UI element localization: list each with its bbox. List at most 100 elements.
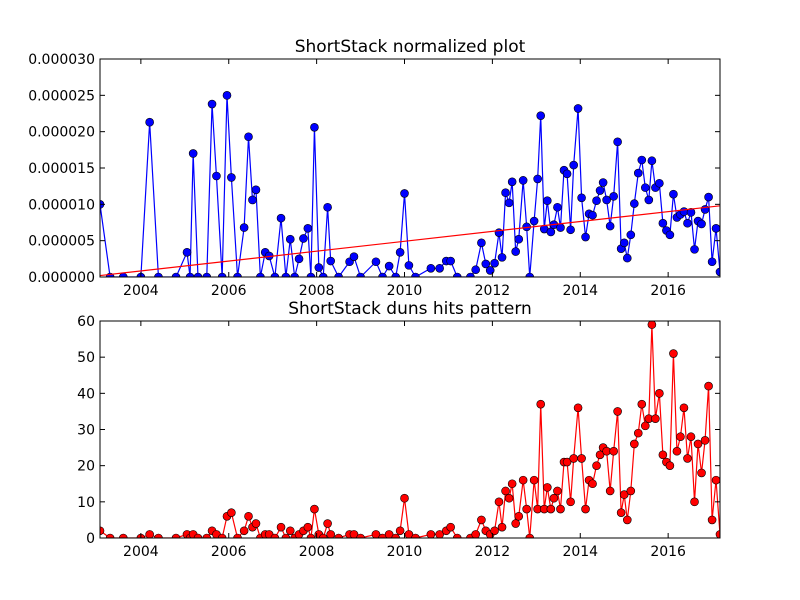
data-point (577, 454, 586, 463)
data-point (310, 504, 319, 514)
x-tick-label: 2016 (650, 544, 686, 560)
data-point (683, 454, 692, 463)
data-point (326, 256, 335, 266)
data-line (100, 324, 720, 538)
data-point (371, 530, 381, 538)
data-point (616, 508, 626, 517)
data-point (588, 210, 597, 220)
data-point (426, 530, 436, 538)
data-point (511, 519, 520, 528)
data-point (619, 238, 629, 248)
data-point (711, 475, 720, 485)
data-point (303, 522, 313, 532)
x-tick-label: 2010 (387, 283, 423, 299)
y-tick-label: 20 (77, 459, 95, 475)
data-point (658, 450, 668, 460)
data-point (481, 259, 491, 269)
data-point (202, 272, 212, 277)
data-point (605, 486, 615, 496)
data-point (145, 117, 154, 127)
data-point (217, 272, 227, 277)
data-point (626, 230, 636, 240)
data-point (626, 486, 636, 496)
data-point (707, 515, 717, 525)
data-point (622, 515, 632, 525)
data-point (217, 533, 227, 538)
data-point (303, 224, 313, 233)
y-tick-label: 0.000000 (28, 270, 95, 286)
data-point (310, 123, 319, 132)
data-point (679, 403, 689, 413)
data-point (514, 511, 524, 521)
data-point (477, 238, 486, 248)
trend-line (100, 205, 720, 277)
data-point (525, 272, 535, 277)
chart-title: ShortStack normalized plot (295, 37, 526, 57)
data-point (494, 497, 504, 507)
data-point (665, 461, 675, 470)
x-tick-label: 2014 (562, 544, 598, 560)
data-point (665, 230, 675, 240)
data-point (529, 475, 539, 485)
data-point (518, 176, 528, 185)
data-point (285, 234, 295, 244)
data-point (391, 533, 401, 538)
data-point (466, 272, 475, 277)
data-point (222, 91, 232, 100)
data-point (637, 399, 647, 409)
data-point (207, 99, 217, 109)
data-point (683, 218, 692, 228)
data-point (693, 439, 703, 449)
data-point (118, 533, 128, 538)
data-point (501, 188, 510, 198)
data-point (446, 522, 455, 532)
data-point (641, 183, 650, 192)
data-point (306, 533, 316, 538)
data-point (566, 497, 575, 507)
data-point (212, 171, 221, 181)
data-line (100, 95, 720, 277)
data-point (715, 530, 720, 538)
data-point (658, 218, 668, 228)
data-point (395, 247, 405, 257)
data-point (595, 450, 605, 460)
data-point (514, 234, 524, 244)
data-point (573, 403, 583, 413)
data-point (193, 272, 203, 277)
data-point (613, 137, 622, 147)
plot-area (100, 91, 720, 277)
data-point (485, 266, 495, 275)
data-point (504, 198, 514, 208)
data-point (573, 104, 583, 113)
data-point (686, 208, 696, 217)
data-point (633, 428, 643, 438)
data-point (581, 504, 590, 514)
data-point (549, 493, 559, 503)
plot-area (100, 321, 720, 538)
data-point (553, 486, 562, 496)
data-point (281, 272, 291, 277)
x-tick-label: 2006 (211, 544, 247, 560)
data-point (507, 177, 517, 187)
data-point (543, 196, 552, 205)
data-point (676, 432, 685, 442)
data-point (655, 389, 664, 398)
data-point (507, 479, 517, 489)
x-tick-label: 2012 (475, 283, 511, 299)
data-point (533, 174, 542, 184)
y-tick-label: 0.000025 (28, 88, 95, 104)
data-point (669, 189, 678, 199)
data-point (400, 189, 409, 198)
x-tick-label: 2004 (123, 283, 159, 299)
data-point (529, 216, 539, 226)
data-point (641, 421, 650, 431)
data-point (323, 519, 332, 528)
x-tick-label: 2016 (650, 283, 686, 299)
data-point (504, 493, 514, 503)
data-point (711, 224, 720, 233)
y-tick-label: 0.000005 (28, 234, 95, 250)
data-point (592, 196, 601, 205)
data-point (704, 381, 713, 391)
data-point (248, 195, 257, 205)
